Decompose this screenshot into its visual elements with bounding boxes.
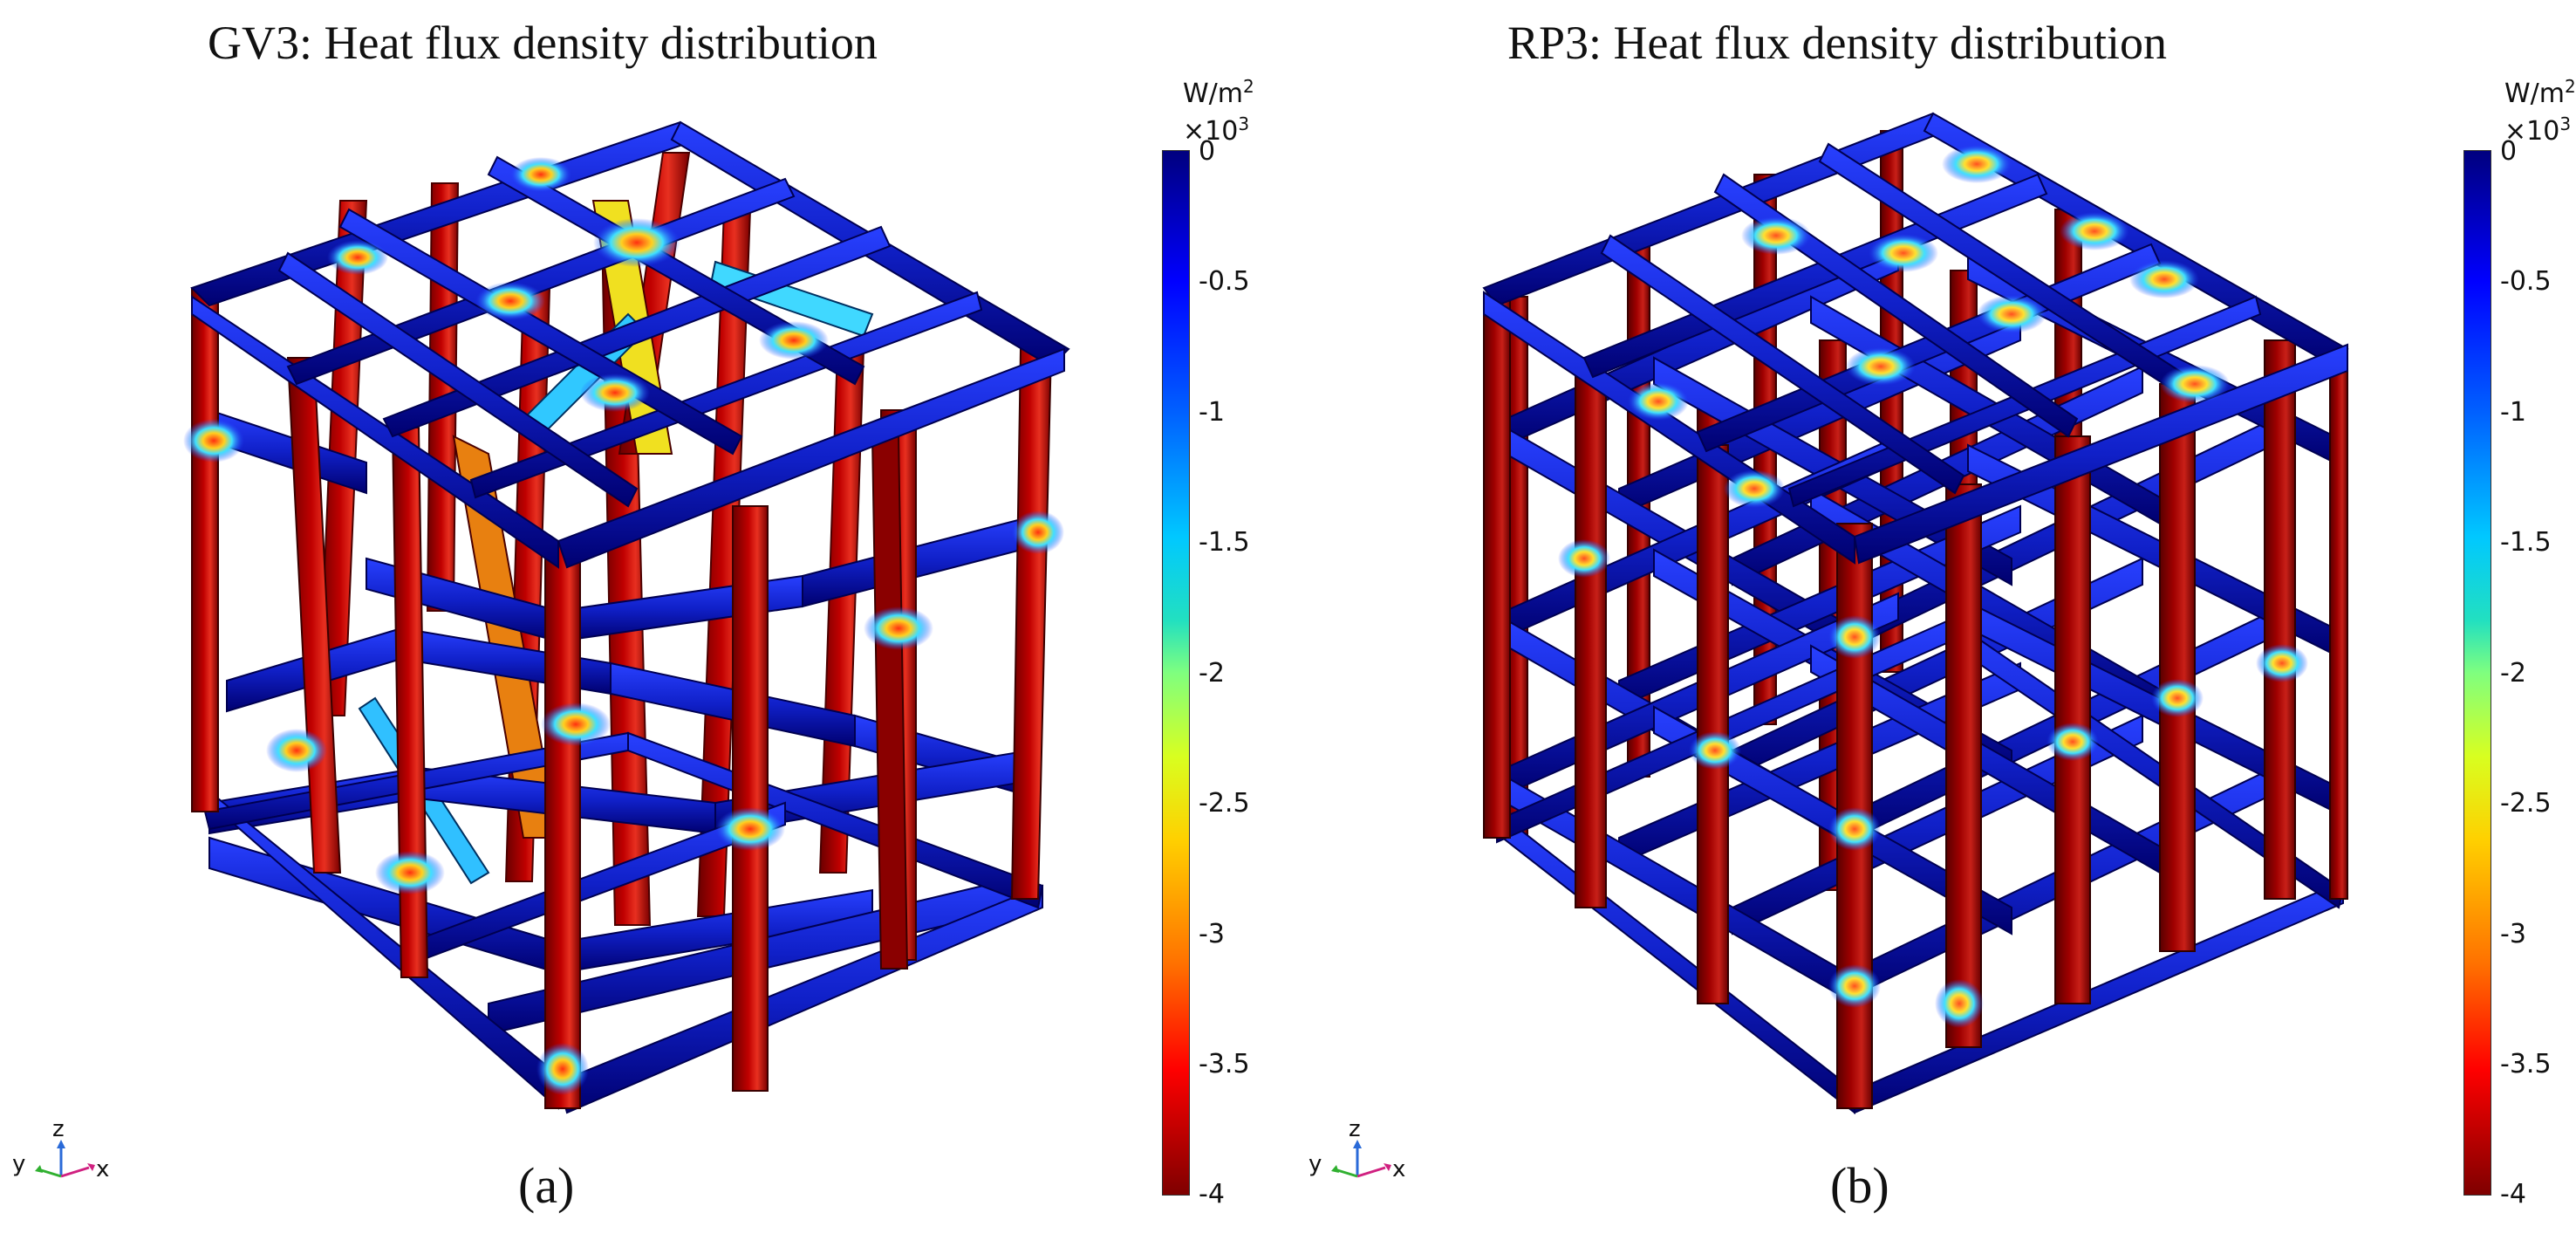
tick-b-8: -4 [2500,1179,2526,1209]
tick-a-1: -0.5 [1199,266,1250,297]
axis-a-x-label: x [96,1156,109,1182]
tick-a-0: 0 [1199,136,1216,167]
tick-b-4: -2 [2500,658,2526,689]
rp3-front-posts [1483,296,2348,1109]
rp3-lattice-render [1482,112,2349,1115]
gv3-outer-posts [191,287,1053,1109]
tick-b-1: -0.5 [2500,266,2552,297]
tick-a-7: -3.5 [1199,1049,1250,1079]
panel-gv3: GV3: Heat flux density distribution [12,17,1254,1214]
colorbar-b [2463,150,2491,1196]
axis-a-z-label: z [52,1117,65,1142]
tick-a-8: -4 [1199,1179,1225,1209]
gv3-top-frame [190,120,1070,569]
tick-a-3: -1.5 [1199,527,1250,558]
axis-a-y-label: y [12,1151,25,1177]
axis-b-y-label: y [1308,1151,1322,1177]
panel-b-title: RP3: Heat flux density distribution [1507,17,2167,69]
tick-b-0: 0 [2500,136,2518,167]
colorbar-a-unit: W/m2 ×103 [1183,76,1254,147]
tick-b-6: -3 [2500,919,2526,949]
panel-a-caption: (a) [518,1157,575,1214]
rp3-hot-spots [1558,145,2308,1028]
tick-a-2: -1 [1199,397,1225,428]
tick-a-4: -2 [1199,658,1225,689]
axis-b-x-label: x [1392,1156,1405,1182]
tick-b-7: -3.5 [2500,1049,2552,1079]
panel-rp3: RP3: Heat flux density distribution [1288,0,2576,1254]
axis-triad-a: z y x [12,1117,109,1182]
tick-a-6: -3 [1199,919,1225,949]
gv3-hot-spots [183,157,1064,1095]
tick-b-2: -1 [2500,397,2526,428]
axis-b-z-label: z [1349,1117,1361,1142]
panel-a-title: GV3: Heat flux density distribution [208,17,878,69]
tick-a-5: -2.5 [1199,788,1250,819]
panel-b-caption: (b) [1830,1157,1889,1214]
tick-b-3: -1.5 [2500,527,2552,558]
axis-triad-b: z y x [1308,1117,1405,1182]
gv3-lattice-render [183,120,1070,1114]
colorbar-b-unit: W/m2 ×103 [2504,76,2576,147]
colorbar-a [1162,150,1190,1196]
tick-b-5: -2.5 [2500,788,2552,819]
